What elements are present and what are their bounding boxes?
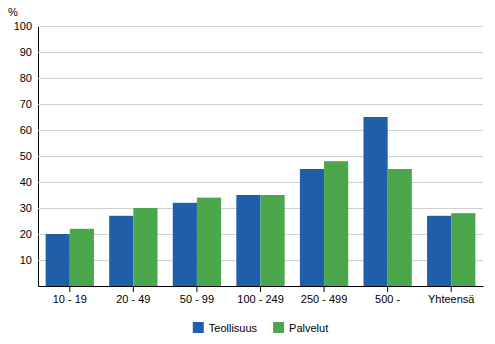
bar — [173, 203, 197, 286]
x-tick: 250 - 499 — [301, 286, 347, 305]
y-tick-label: 20 — [20, 228, 32, 240]
x-tick-label: 10 - 19 — [53, 293, 87, 305]
x-tick: 10 - 19 — [53, 286, 87, 305]
bar — [388, 169, 412, 286]
x-tick: 100 - 249 — [237, 286, 283, 305]
bar — [451, 213, 475, 286]
y-axis-title: % — [8, 6, 18, 18]
x-tick-line — [260, 286, 261, 292]
y-tick: 70 — [20, 98, 483, 110]
grid-line — [38, 130, 483, 131]
bar-series — [46, 117, 452, 286]
y-tick-label: 100 — [14, 20, 32, 32]
x-tick-label: 20 - 49 — [116, 293, 150, 305]
y-tick-label: 30 — [20, 202, 32, 214]
bar — [133, 208, 157, 286]
x-tick: 20 - 49 — [116, 286, 150, 305]
x-tick: 500 - — [375, 286, 400, 305]
legend-swatch — [193, 322, 204, 333]
y-tick-label: 50 — [20, 150, 32, 162]
y-tick: 80 — [20, 72, 483, 84]
bar — [109, 216, 133, 286]
bar — [324, 161, 348, 286]
y-tick-label: 60 — [20, 124, 32, 136]
y-axis: 10 20 30 40 50 60 70 80 90 100 — [14, 20, 483, 286]
x-tick-label: 500 - — [375, 293, 400, 305]
grid-line — [38, 156, 483, 157]
x-tick: Yhteensä — [428, 286, 475, 305]
bar — [197, 198, 221, 286]
x-tick-line — [196, 286, 197, 292]
x-tick-line — [324, 286, 325, 292]
grid-line — [38, 104, 483, 105]
y-tick-label: 40 — [20, 176, 32, 188]
y-tick-label: 90 — [20, 46, 32, 58]
plot: 10 20 30 40 50 60 70 80 90 100 10 - 19 20 - 49 50 - … — [14, 20, 484, 305]
bar — [300, 169, 324, 286]
bar — [363, 117, 387, 286]
bar-series — [70, 161, 476, 286]
x-tick-line — [69, 286, 70, 292]
grid-line — [38, 26, 483, 27]
legend-item: Palvelut — [273, 322, 328, 334]
x-tick-line — [133, 286, 134, 292]
y-tick-label: 70 — [20, 98, 32, 110]
bar — [261, 195, 285, 286]
bar — [427, 216, 451, 286]
x-tick-line — [387, 286, 388, 292]
legend-label: Palvelut — [289, 322, 328, 334]
y-tick: 60 — [20, 124, 483, 136]
x-tick-label: Yhteensä — [428, 293, 475, 305]
bar — [46, 234, 70, 286]
y-tick-label: 10 — [20, 254, 32, 266]
x-tick-line — [451, 286, 452, 292]
grid-line — [38, 78, 483, 79]
legend-label: Teollisuus — [209, 322, 258, 334]
y-tick-label: 80 — [20, 72, 32, 84]
y-tick: 50 — [20, 150, 483, 162]
x-tick-label: 50 - 99 — [180, 293, 214, 305]
y-tick: 90 — [20, 46, 483, 58]
y-tick: 100 — [14, 20, 483, 32]
x-tick-label: 250 - 499 — [301, 293, 347, 305]
bar — [70, 229, 94, 286]
grid-line — [38, 182, 483, 183]
bars — [46, 117, 476, 286]
chart: 10 20 30 40 50 60 70 80 90 100 10 - 19 20 - 49 50 - … — [0, 0, 495, 344]
y-tick: 40 — [20, 176, 483, 188]
legend: Teollisuus Palvelut — [193, 322, 328, 334]
bar — [236, 195, 260, 286]
x-tick-label: 100 - 249 — [237, 293, 283, 305]
legend-item: Teollisuus — [193, 322, 258, 334]
x-tick: 50 - 99 — [180, 286, 214, 305]
x-axis: 10 - 19 20 - 49 50 - 99 100 - 249 250 - 499 5… — [39, 286, 484, 305]
legend-swatch — [273, 322, 284, 333]
grid-line — [38, 52, 483, 53]
